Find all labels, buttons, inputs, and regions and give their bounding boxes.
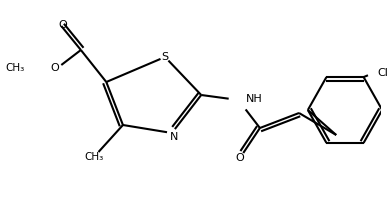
Text: O: O xyxy=(235,153,244,163)
Text: S: S xyxy=(161,52,168,62)
Text: O: O xyxy=(50,63,59,73)
Text: Cl: Cl xyxy=(377,68,388,78)
Text: CH₃: CH₃ xyxy=(84,152,103,162)
Text: NH: NH xyxy=(246,94,263,104)
Text: CH₃: CH₃ xyxy=(5,63,24,73)
Text: O: O xyxy=(58,20,67,30)
Text: N: N xyxy=(170,132,178,142)
